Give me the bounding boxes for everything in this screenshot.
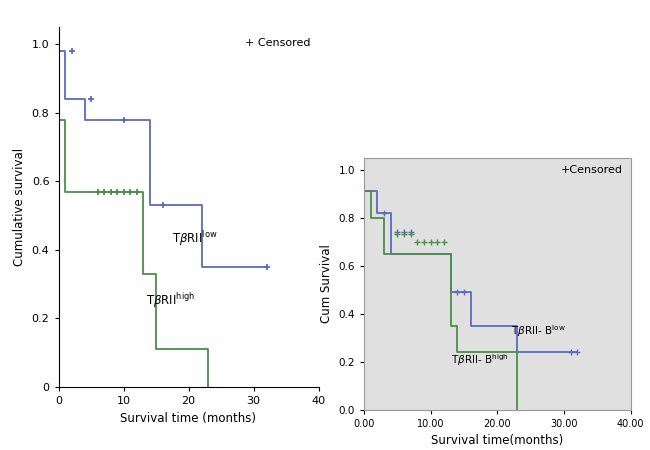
X-axis label: Survival time (months): Survival time (months) — [120, 412, 257, 425]
Y-axis label: Cum Survival: Cum Survival — [320, 244, 333, 323]
X-axis label: Survival time(months): Survival time(months) — [431, 434, 564, 447]
Text: T$\beta$RII$^{\sf high}$: T$\beta$RII$^{\sf high}$ — [146, 291, 196, 310]
Text: +Censored: +Censored — [560, 165, 623, 175]
Text: T$\beta$RII$^{\sf low}$: T$\beta$RII$^{\sf low}$ — [172, 229, 218, 248]
Y-axis label: Cumulative survival: Cumulative survival — [13, 148, 26, 266]
Text: + Censored: + Censored — [245, 38, 311, 48]
Text: T$\beta$RII- B$^{\sf low}$: T$\beta$RII- B$^{\sf low}$ — [511, 323, 566, 339]
Text: T$\beta$RII- B$^{\sf high}$: T$\beta$RII- B$^{\sf high}$ — [450, 352, 508, 368]
